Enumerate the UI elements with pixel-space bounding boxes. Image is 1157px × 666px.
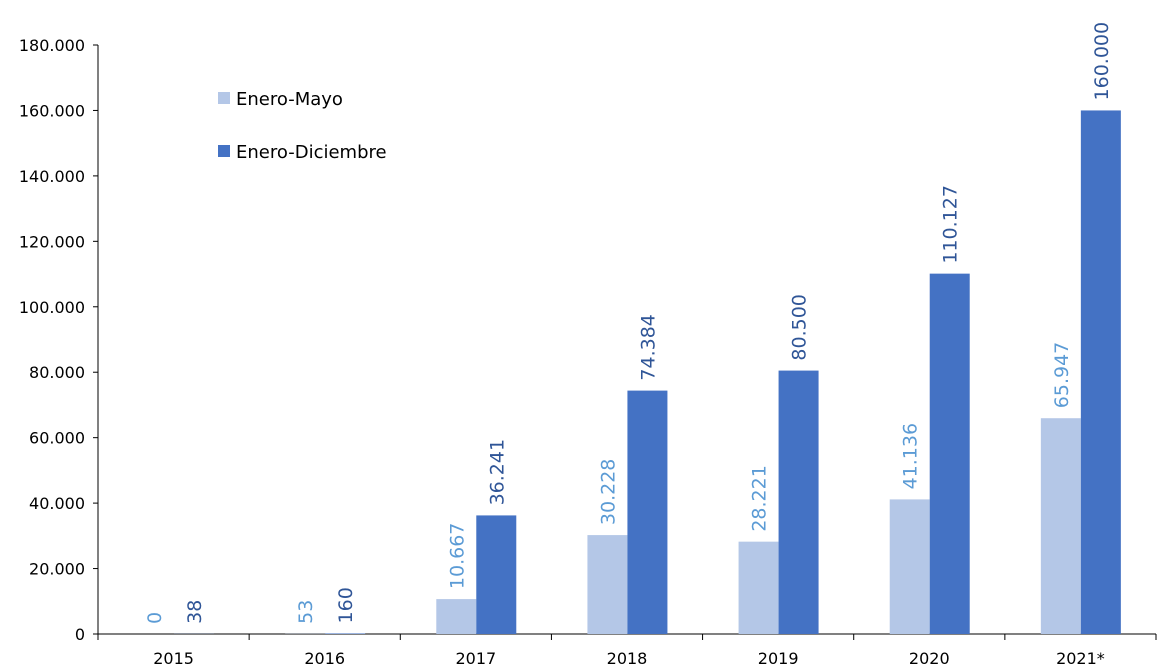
data-label: 65.947 [1051,342,1073,408]
x-tick-label: 2020 [909,649,950,666]
y-tick-label: 140.000 [19,167,85,186]
x-tick-label: 2015 [153,649,194,666]
data-label: 160 [335,587,357,623]
data-label: 74.384 [637,314,659,380]
y-tick-label: 120.000 [19,232,85,251]
data-label: 53 [295,600,317,624]
x-tick-label: 2021* [1056,649,1105,666]
x-tick-label: 2016 [304,649,345,666]
x-tick-label: 2018 [607,649,648,666]
x-axis: 2015 2016 2017 2018 2019 2020 2021* [97,633,1157,666]
y-tick-label: 160.000 [19,101,85,120]
bar-enero-mayo [738,541,779,634]
data-label: 30.228 [597,459,619,525]
legend-label-enero-mayo: Enero-Mayo [236,89,343,110]
y-tick-label: 100.000 [19,298,85,317]
bar-enero-diciembre [929,273,970,634]
bar-enero-diciembre [627,390,668,634]
y-tick-label: 40.000 [29,494,85,513]
bar-enero-diciembre [1080,110,1121,634]
y-tick-label: 0 [75,625,85,644]
y-tick-label: 180.000 [19,36,85,55]
legend: Enero-Mayo Enero-Diciembre [218,89,387,163]
y-tick-label: 20.000 [29,560,85,579]
bar-enero-mayo [889,499,930,634]
bar-enero-mayo [587,535,628,634]
x-tick-label: 2017 [455,649,496,666]
bar-enero-mayo [1040,418,1081,634]
legend-swatch-enero-diciembre [218,145,230,157]
x-tick-label: 2019 [758,649,799,666]
y-tick-label: 60.000 [29,429,85,448]
data-label: 36.241 [486,439,508,505]
bar-enero-diciembre [778,370,819,634]
data-label: 10.667 [446,523,468,589]
data-labels: 0 53 10.667 30.228 28.221 41.136 65.947 38 160 36… [144,22,1113,624]
y-axis: 0 20.000 40.000 60.000 80.000 100.000 120.000 1… [19,36,99,644]
legend-swatch-enero-mayo [218,92,230,104]
data-label: 38 [184,600,206,624]
bar-enero-diciembre [476,515,517,634]
data-label: 0 [144,612,166,624]
data-label: 110.127 [940,185,962,264]
data-label: 41.136 [900,423,922,489]
y-tick-label: 80.000 [29,363,85,382]
legend-label-enero-diciembre: Enero-Diciembre [236,142,387,163]
bar-enero-mayo [436,599,477,634]
data-label: 160.000 [1091,22,1113,101]
bars [174,110,1121,634]
bar-enero-diciembre [325,633,366,634]
data-label: 80.500 [789,294,811,360]
data-label: 28.221 [749,465,771,531]
